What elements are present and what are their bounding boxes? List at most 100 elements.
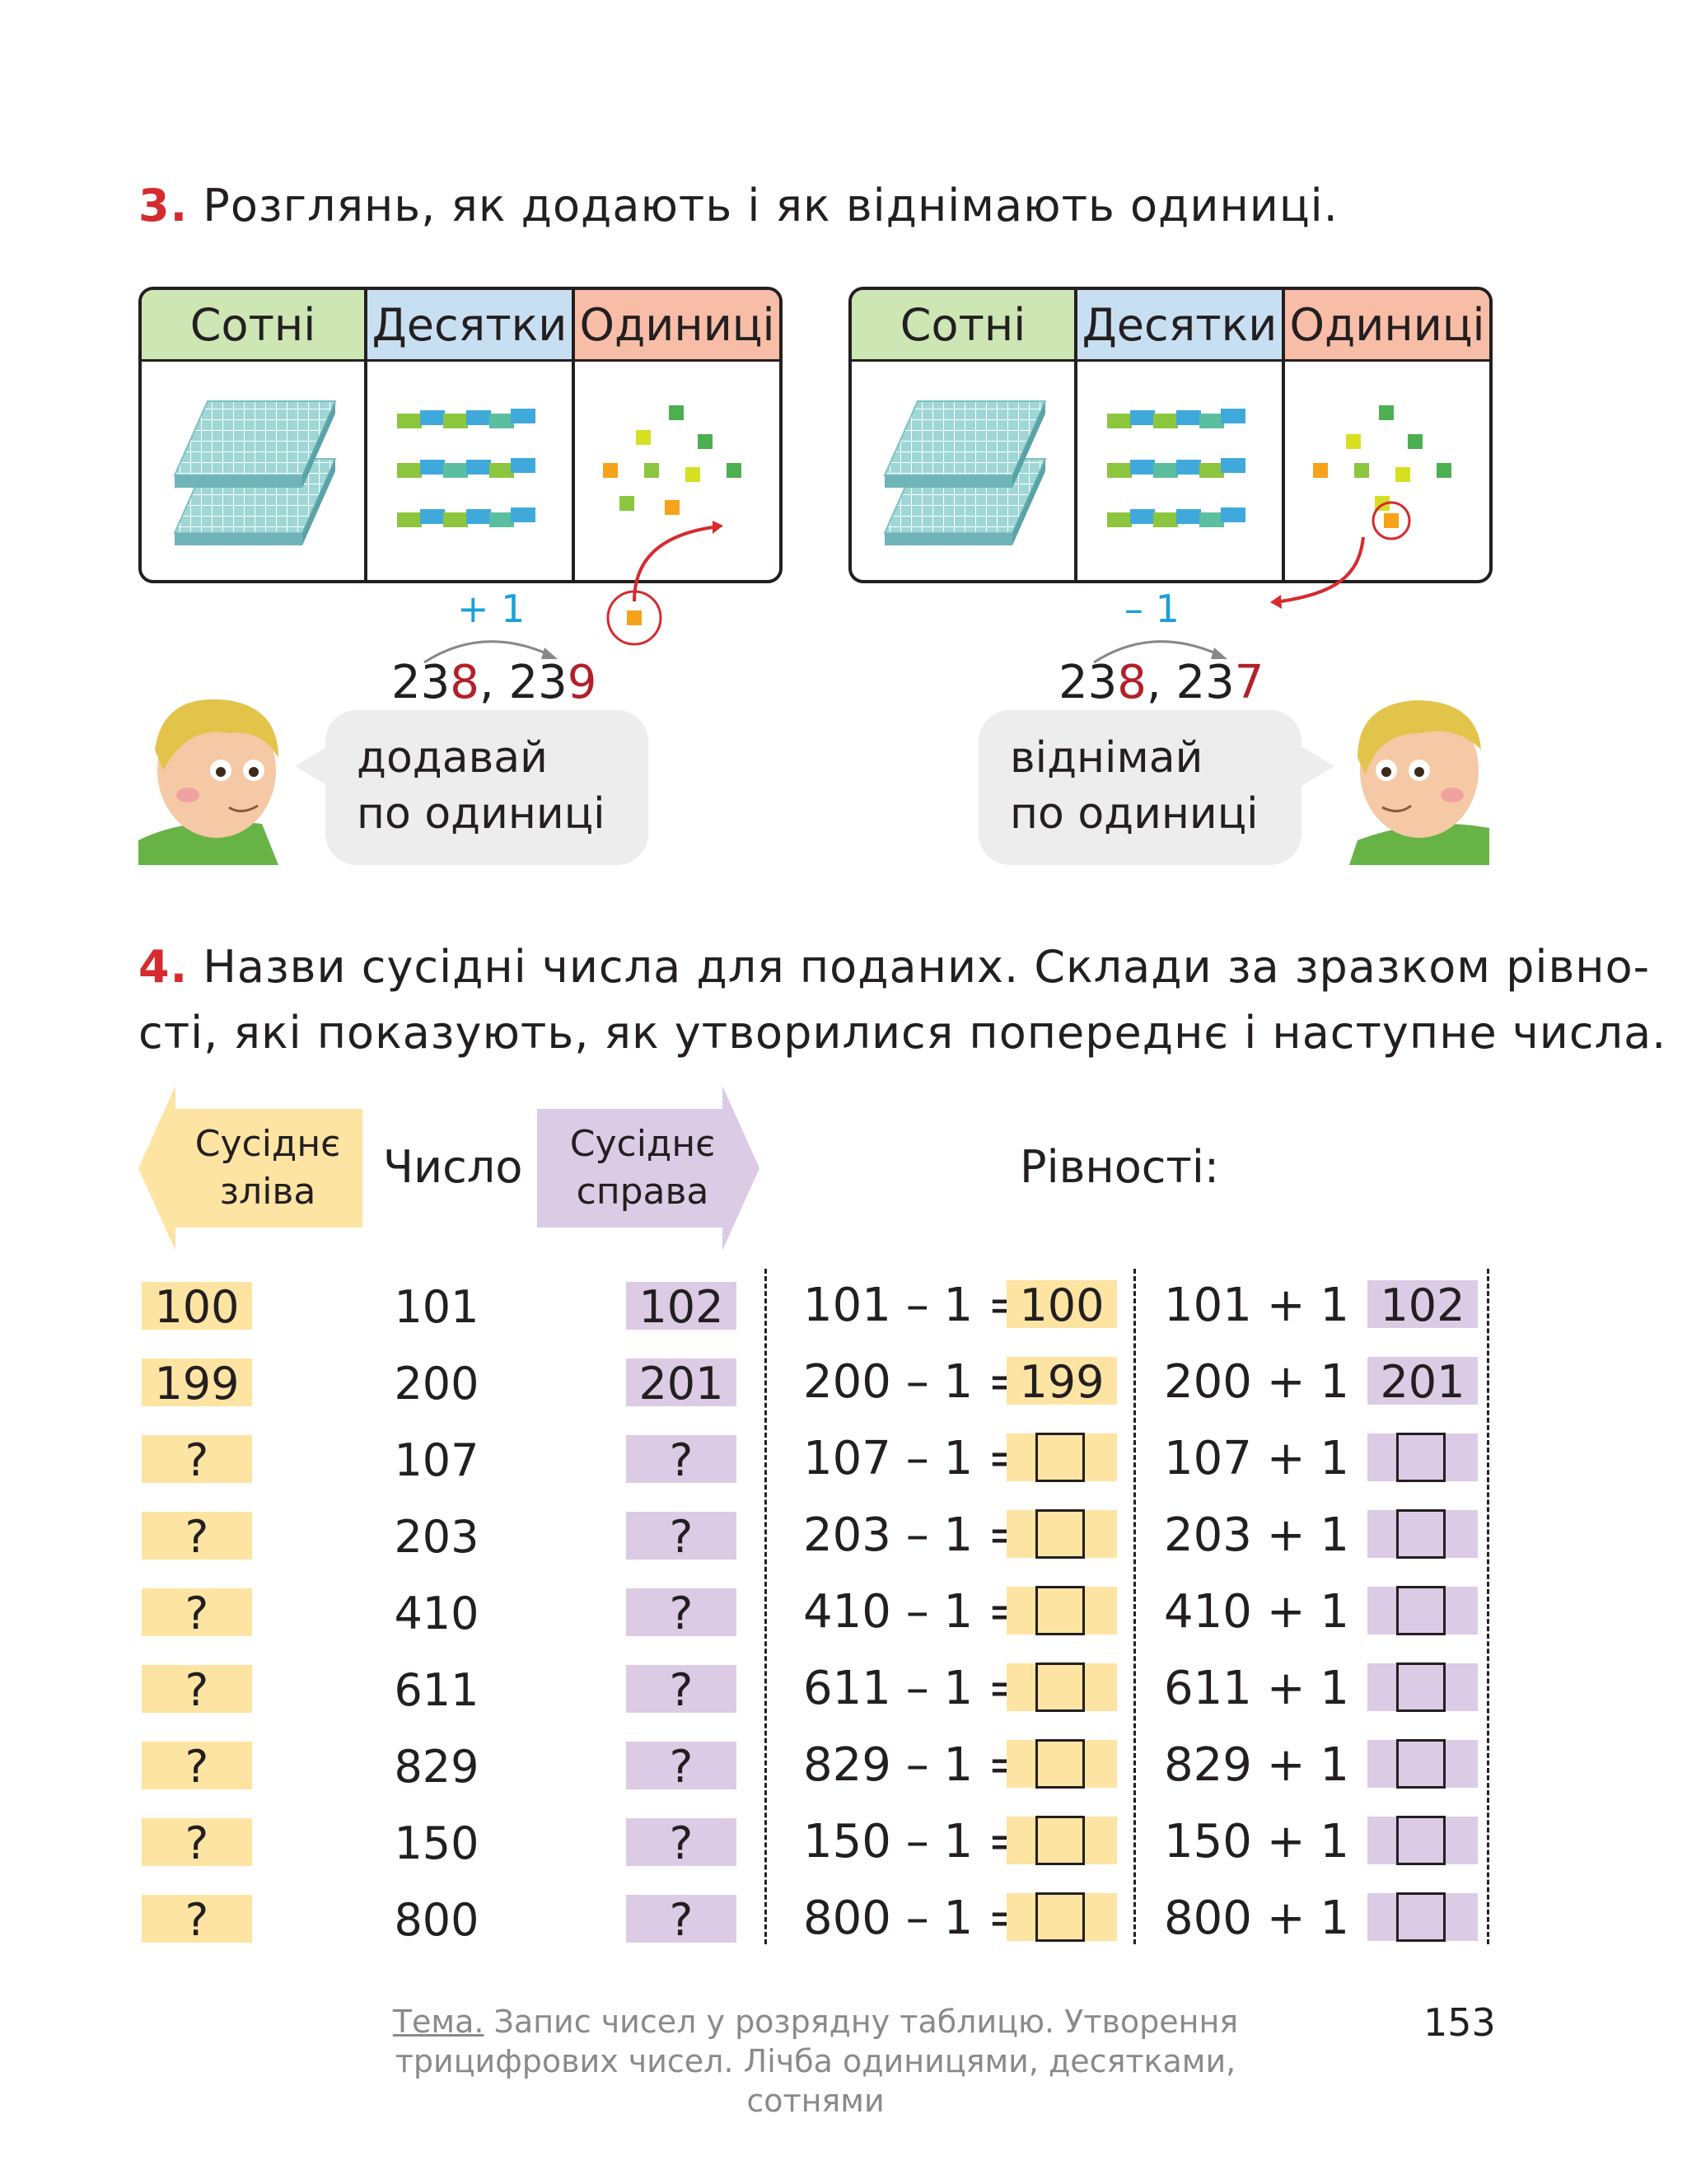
plus-answer-cell[interactable] [1367,1892,1478,1942]
hundreds-blocks-image [883,400,1047,545]
ten-rod-3 [397,507,535,527]
plus-answer-cell[interactable] [1367,1586,1478,1635]
minus-answer-cell[interactable] [1007,1433,1117,1482]
right-neighbor-cell[interactable]: ? [626,1665,736,1716]
plus-equation: 829 + 1 = [1164,1738,1403,1792]
minus-one-label: – 1 [1124,587,1180,631]
minus-answer-box[interactable] [1035,1892,1085,1942]
plus-answer-cell[interactable] [1367,1816,1478,1865]
minus-answer-box[interactable] [1035,1739,1085,1789]
plus-answer-cell[interactable]: 201 [1367,1357,1478,1408]
minus-answer-cell[interactable] [1007,1892,1117,1942]
minus-sequence: 238, 237 [1058,656,1264,709]
plus-equation: 101 + 1 = [1164,1279,1403,1332]
plus-answer-box[interactable] [1396,1509,1446,1559]
number-cell: 410 [394,1588,479,1639]
minus-answer-box[interactable] [1035,1816,1085,1865]
right-neighbor-cell[interactable]: 201 [626,1359,736,1410]
hundreds-blocks-image [173,400,337,545]
plus-answer-cell[interactable]: 102 [1367,1280,1478,1331]
speech-bubble-left: додавай по одиниці [325,710,648,865]
left-arrow-header-bg [138,1086,362,1251]
task3-text: Розглянь, як додають і як віднімають оди… [203,180,1339,231]
plus-equation: 203 + 1 = [1164,1508,1403,1562]
left-neighbor-cell[interactable]: ? [142,1818,252,1869]
right-neighbor-cell[interactable]: ? [626,1818,736,1869]
right-neighbor-cell[interactable]: ? [626,1435,736,1486]
boy-illustration-left [138,699,278,865]
plus-answer-cell[interactable] [1367,1663,1478,1712]
number-cell: 829 [394,1741,479,1793]
task4-number: 4. [138,941,189,993]
header-tens: Десятки [1077,290,1282,359]
removed-cube-arrow [1270,536,1365,609]
minus-answer-value: 199 [1019,1356,1105,1408]
left-neighbor-header: Сусіднє зліва [194,1123,341,1213]
number-cell: 200 [394,1358,479,1410]
minus-answer-cell[interactable]: 199 [1007,1356,1117,1408]
header-hundreds: Сотні [852,290,1074,359]
tens-rods-image [397,409,535,527]
ones-cubes-image [1313,405,1451,540]
minus-equation: 203 – 1 = [803,1508,1026,1562]
left-neighbor-cell[interactable]: ? [142,1895,252,1946]
number-cell: 611 [394,1664,479,1716]
task4-heading-line2: сті, які показують, як утворилися попере… [138,1007,1667,1059]
right-neighbor-cell[interactable]: ? [626,1895,736,1946]
right-neighbor-header: Сусіднє справа [569,1123,716,1213]
minus-answer-box[interactable] [1035,1663,1085,1712]
plus-sequence: 238, 239 [391,656,597,709]
plus-answer-box[interactable] [1396,1433,1446,1482]
left-neighbor-cell[interactable]: ? [142,1742,252,1793]
minus-answer-box[interactable] [1035,1509,1085,1559]
minus-answer-cell[interactable] [1007,1739,1117,1789]
plus-answer-cell[interactable] [1367,1509,1478,1559]
plus-answer-cell[interactable] [1367,1433,1478,1482]
minus-answer-box[interactable] [1035,1586,1085,1635]
plus-answer-box[interactable] [1396,1739,1446,1789]
header-ones: Одиниці [575,290,779,359]
number-cell: 800 [394,1894,479,1946]
minus-equation: 611 – 1 = [803,1662,1026,1715]
minus-equation: 829 – 1 = [803,1738,1026,1792]
plus-answer-cell[interactable] [1367,1739,1478,1789]
left-neighbor-cell[interactable]: ? [142,1588,252,1639]
minus-answer-cell[interactable] [1007,1663,1117,1712]
minus-answer-cell[interactable]: 100 [1007,1280,1117,1331]
right-neighbor-cell[interactable]: ? [626,1512,736,1563]
header-tens: Десятки [367,290,572,359]
plus-answer-box[interactable] [1396,1816,1446,1865]
boy-illustration-right [1349,700,1489,865]
ten-rod-1 [397,409,535,428]
task3-heading: 3. Розглянь, як додають і як віднімають … [138,180,1339,231]
minus-answer-box[interactable] [1035,1433,1085,1482]
plus-answer-box[interactable] [1396,1892,1446,1942]
task3-number: 3. [138,180,189,231]
number-cell: 150 [394,1817,479,1869]
left-neighbor-cell[interactable]: 100 [142,1282,252,1333]
left-neighbor-cell[interactable]: ? [142,1435,252,1486]
dashed-separator-1 [764,1269,767,1944]
plus-answer-box[interactable] [1396,1663,1446,1712]
minus-answer-cell[interactable] [1007,1816,1117,1865]
plus-answer-box[interactable] [1396,1586,1446,1635]
minus-equation: 101 – 1 = [803,1279,1026,1332]
right-arrow-header-bg [537,1086,759,1251]
place-value-table-left: Сотні Десятки Одиниці [138,287,783,583]
left-neighbor-cell[interactable]: ? [142,1665,252,1716]
left-neighbor-cell[interactable]: ? [142,1512,252,1563]
minus-equation: 410 – 1 = [803,1585,1026,1639]
header-ones: Одиниці [1285,290,1489,359]
left-neighbor-cell[interactable]: 199 [142,1359,252,1410]
page-number: 153 [1423,2000,1496,2045]
minus-answer-cell[interactable] [1007,1586,1117,1635]
minus-answer-cell[interactable] [1007,1509,1117,1559]
plus-sequence-arrow [423,640,558,664]
number-cell: 107 [394,1434,479,1486]
number-header: Число [383,1141,523,1193]
right-neighbor-cell[interactable]: ? [626,1588,736,1639]
speech-bubble-tail-right [1300,746,1334,787]
right-neighbor-cell[interactable]: 102 [626,1282,736,1333]
right-neighbor-cell[interactable]: ? [626,1742,736,1793]
minus-equation: 800 – 1 = [803,1892,1026,1945]
